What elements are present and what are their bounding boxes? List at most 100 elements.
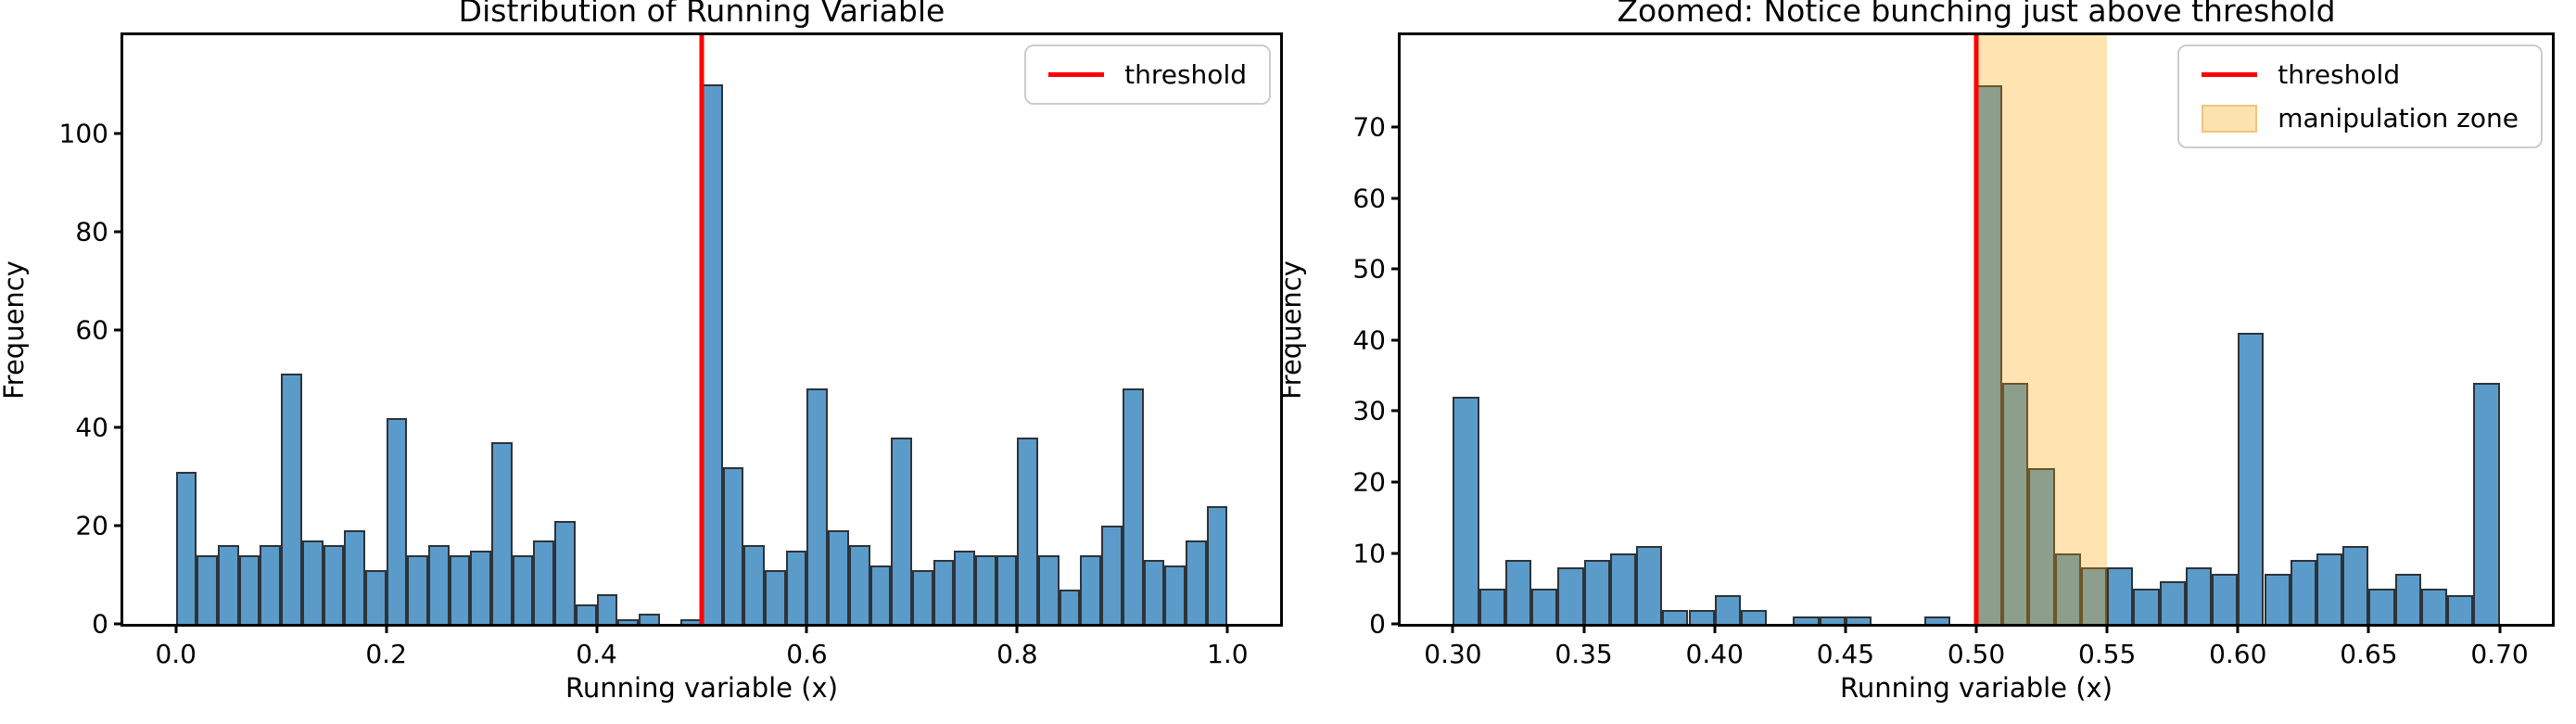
histogram-bar [575, 603, 597, 624]
histogram-bars-distribution [123, 35, 1280, 624]
x-tick-label: 0.50 [1947, 639, 2006, 669]
histogram-bar [218, 545, 239, 624]
y-tick-mark [114, 524, 123, 527]
histogram-bar [1583, 560, 1610, 624]
histogram-bar [2107, 566, 2134, 624]
histogram-bar [301, 540, 324, 624]
histogram-bar [2420, 588, 2448, 624]
histogram-bar [785, 550, 807, 624]
histogram-bar [197, 554, 219, 624]
x-tick-mark [2236, 624, 2240, 633]
histogram-bar [722, 466, 744, 624]
histogram-bar [2002, 382, 2029, 624]
y-tick-label: 100 [58, 118, 108, 149]
x-tick-mark [2367, 624, 2370, 633]
histogram-bar [1101, 526, 1123, 624]
histogram-bar [2290, 560, 2316, 624]
histogram-bar [1714, 595, 1741, 624]
y-tick-label: 70 [1352, 111, 1386, 143]
y-tick-label: 80 [75, 216, 108, 248]
x-tick-mark [1713, 624, 1717, 633]
y-tick-label: 0 [1369, 608, 1386, 640]
histogram-bar [702, 83, 723, 624]
x-tick-label: 0.70 [2470, 639, 2529, 669]
y-tick-mark [114, 328, 123, 331]
histogram-bar [2133, 588, 2160, 624]
histogram-bar [1923, 616, 1950, 624]
x-tick-label: 0.4 [576, 639, 617, 669]
histogram-bar [449, 554, 471, 624]
x-tick-label: 0.8 [996, 639, 1038, 669]
y-tick-label: 20 [75, 510, 108, 541]
histogram-bar [2264, 574, 2290, 624]
histogram-bar [1080, 554, 1102, 624]
y-tick-mark [1391, 197, 1401, 200]
legend-item-threshold: threshold [1048, 59, 1247, 90]
histogram-bar [869, 565, 892, 624]
histogram-bar [933, 560, 955, 624]
histogram-bar [2159, 581, 2186, 624]
histogram-bar [1143, 560, 1165, 624]
histogram-bar [2054, 553, 2081, 624]
histogram-bar [238, 554, 260, 624]
y-tick-label: 40 [75, 412, 108, 443]
x-axis-label-zoomed: Running variable (x) [1839, 672, 2113, 704]
x-tick-label: 0.60 [2209, 639, 2267, 669]
histogram-bar [1504, 560, 1532, 624]
histogram-bar [974, 554, 996, 624]
y-tick-mark [1391, 552, 1401, 554]
histogram-bar [617, 618, 639, 624]
x-tick-label: 0.0 [155, 639, 197, 669]
histogram-bar [2368, 588, 2395, 624]
histogram-bar [1206, 506, 1228, 624]
plot-title-zoomed: Zoomed: Notice bunching just above thres… [1617, 0, 2336, 29]
histogram-bar [1557, 566, 1584, 624]
x-tick-label: 0.6 [786, 639, 828, 669]
histogram-bar [1453, 397, 1479, 624]
histogram-bar [911, 569, 933, 624]
x-tick-mark [1015, 624, 1019, 633]
x-tick-label: 1.0 [1207, 639, 1249, 669]
histogram-bar [996, 554, 1018, 624]
histogram-bar [1740, 609, 1768, 624]
histogram-bar [1164, 565, 1186, 624]
x-tick-label: 0.30 [1424, 639, 1482, 669]
histogram-bar [260, 545, 282, 624]
histogram-bar [1636, 545, 1663, 624]
y-axis-label-text: Frequency [0, 260, 31, 400]
legend: threshold manipulation zone [2177, 44, 2543, 148]
x-tick-mark [1451, 624, 1454, 633]
histogram-bar [765, 569, 786, 624]
y-tick-mark [1391, 409, 1401, 413]
x-tick-mark [174, 624, 178, 633]
x-tick-label: 0.55 [2077, 639, 2137, 669]
x-tick-label: 0.2 [365, 639, 407, 669]
histogram-bar [2028, 467, 2055, 624]
histogram-bar [1845, 616, 1872, 624]
y-tick-mark [1391, 338, 1401, 342]
x-tick-label: 0.65 [2340, 639, 2398, 669]
legend-label: manipulation zone [2278, 103, 2519, 133]
y-tick-label: 10 [1352, 538, 1386, 568]
x-axis-label-distribution: Running variable (x) [565, 672, 839, 704]
legend-item-manipulation-zone: manipulation zone [2202, 103, 2519, 133]
y-tick-label: 40 [1352, 324, 1386, 356]
histogram-bar [806, 388, 829, 624]
x-tick-mark [2498, 624, 2502, 633]
manipulation-zone [1976, 35, 2108, 624]
histogram-bar [848, 545, 870, 624]
x-tick-mark [2105, 624, 2109, 633]
histogram-bar [638, 614, 660, 624]
x-tick-mark [1225, 624, 1229, 633]
histogram-bar [428, 545, 450, 624]
axes-zoomed: Zoomed: Notice bunching just above thres… [1275, 0, 2555, 704]
histogram-bar [891, 437, 912, 624]
histogram-bar [323, 545, 345, 624]
threshold-line-swatch [2202, 72, 2258, 77]
histogram-bar [533, 540, 555, 624]
histogram-bar [1122, 388, 1144, 624]
x-tick-mark [805, 624, 808, 633]
y-tick-label: 60 [1352, 183, 1386, 214]
axes-distribution: Distribution of Running Variable Frequen… [0, 0, 1283, 704]
